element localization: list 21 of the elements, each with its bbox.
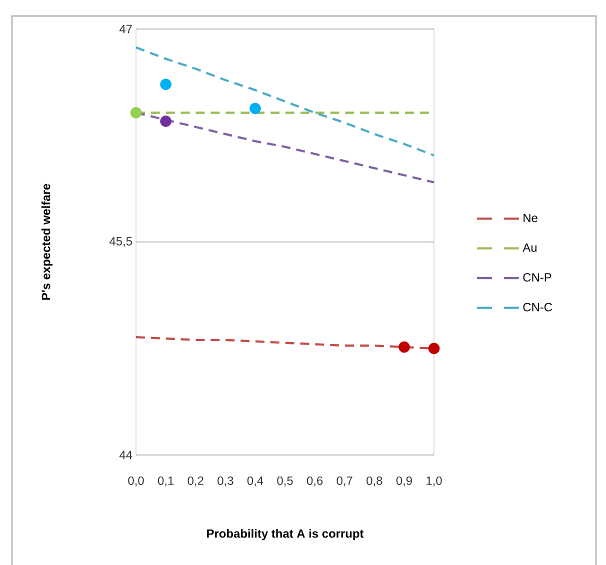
line-series (134, 46, 436, 156)
x-tick-label: 0,9 (396, 476, 412, 486)
x-tick-label: 0,6 (306, 476, 323, 486)
x-tick-label: 0,7 (336, 476, 352, 486)
x-tick-label: 0,1 (158, 476, 174, 486)
legend-label: Au (522, 243, 536, 252)
x-axis-title: Probability that A is corrupt (207, 529, 364, 540)
x-tick-label: 1,0 (426, 476, 442, 486)
x-tick-label: 0,5 (277, 476, 293, 486)
x-tick-label: 0,4 (247, 476, 264, 486)
legend-label: CN-C (523, 302, 552, 312)
x-tick-label: 0,2 (188, 476, 204, 486)
y-axis-title: P's expected welfare (41, 184, 53, 300)
y-tick-label: 47 (119, 24, 132, 34)
x-tick-label: 0,3 (218, 476, 234, 486)
legend-label: Ne (524, 214, 538, 222)
x-tick-label: 0,8 (366, 476, 382, 486)
y-tick-label: 44 (119, 450, 132, 460)
x-tick-label: 0,0 (128, 476, 144, 486)
legend-label: CN-P (523, 273, 552, 282)
y-tick-label: 45,5 (110, 237, 132, 247)
